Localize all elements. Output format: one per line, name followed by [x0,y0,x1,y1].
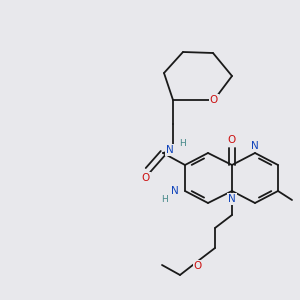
Text: N: N [251,141,259,151]
Text: O: O [228,135,236,145]
Text: N: N [228,194,236,204]
Text: N: N [171,186,179,196]
Text: H: H [180,139,186,148]
Text: N: N [166,145,174,155]
Text: O: O [142,173,150,183]
Text: O: O [210,95,218,105]
Text: H: H [162,196,168,205]
Text: O: O [194,261,202,271]
